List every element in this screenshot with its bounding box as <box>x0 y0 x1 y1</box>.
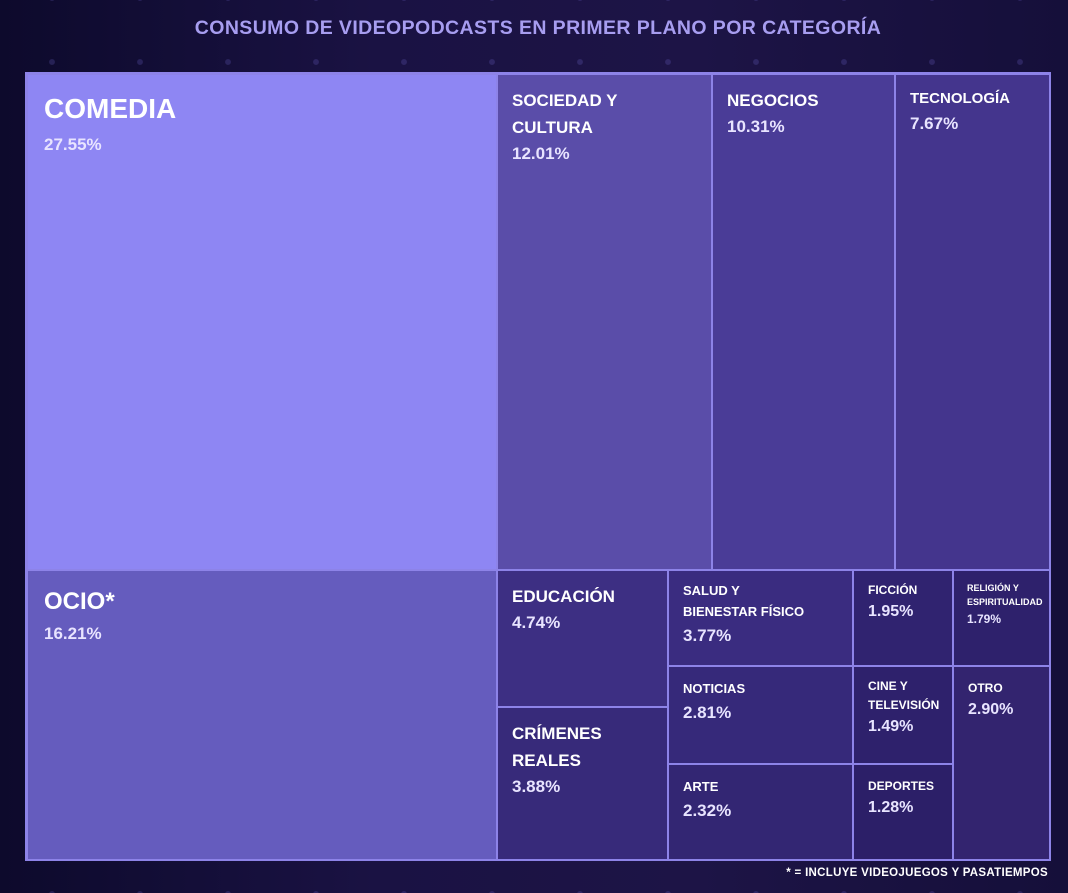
tile-value-label: 3.77% <box>683 625 732 645</box>
tile-value-label: 2.90% <box>968 701 1014 719</box>
tile-value-label: 2.81% <box>683 702 732 722</box>
treemap-tile: NEGOCIOS 10.31% <box>712 74 895 570</box>
treemap-chart: COMEDIA 27.55% OCIO* 16.21% SOCIEDAD Y CULTU… <box>25 72 1051 861</box>
treemap-tile: SOCIEDAD Y CULTURA 12.01% <box>497 74 712 570</box>
tile-value-label: 7.67% <box>910 114 959 133</box>
tile-label: RELIGIÓN Y ESPIRITUALIDAD <box>967 583 1043 608</box>
tile-label: ARTE <box>683 779 719 794</box>
footnote: * = INCLUYE VIDEOJUEGOS Y PASATIEMPOS <box>786 867 1048 879</box>
treemap-tile: ARTE 2.32% <box>668 764 853 859</box>
treemap-tile: CINE Y TELEVISIÓN 1.49% <box>853 666 953 764</box>
tile-label: DEPORTES <box>868 779 935 793</box>
chart-title: CONSUMO DE VIDEOPODCASTS EN PRIMER PLANO… <box>194 17 882 39</box>
treemap-tile: OTRO 2.90% <box>953 666 1049 859</box>
tile-label: OCIO* <box>44 588 115 615</box>
tile-value-label: 27.55% <box>44 134 102 154</box>
tile-value-label: 10.31% <box>727 117 785 137</box>
treemap-tile: RELIGIÓN Y ESPIRITUALIDAD 1.79% <box>953 570 1049 666</box>
treemap-tile: FICCIÓN 1.95% <box>853 570 953 666</box>
tile-value-label: 4.74% <box>512 613 561 633</box>
treemap-tile: EDUCACIÓN 4.74% <box>497 570 668 707</box>
treemap-tile: NOTICIAS 2.81% <box>668 666 853 764</box>
treemap-tile: COMEDIA 27.55% <box>27 74 497 570</box>
treemap-tile: OCIO* 16.21% <box>27 570 497 859</box>
tile-label: COMEDIA <box>44 93 177 124</box>
tile-value-label: 1.79% <box>967 611 1002 626</box>
tile-value-label: 2.32% <box>683 800 732 820</box>
tile-label: TECNOLOGÍA <box>910 90 1010 107</box>
treemap-tile: DEPORTES 1.28% <box>853 764 953 859</box>
tile-label: CRÍMENES REALES <box>512 724 602 771</box>
tile-label: NOTICIAS <box>683 681 746 696</box>
tile-label: CINE Y TELEVISIÓN <box>868 679 940 713</box>
tile-value-label: 1.28% <box>868 799 914 817</box>
tile-value-label: 1.49% <box>868 718 914 736</box>
tile-label: NEGOCIOS <box>727 91 819 110</box>
tile-value-label: 16.21% <box>44 624 102 644</box>
tile-label: FICCIÓN <box>868 583 918 597</box>
treemap-tile: TECNOLOGÍA 7.67% <box>895 74 1049 570</box>
tile-label: EDUCACIÓN <box>512 587 615 606</box>
treemap-tile: CRÍMENES REALES 3.88% <box>497 707 668 859</box>
tile-label: SALUD Y BIENESTAR FÍSICO <box>683 583 805 619</box>
tile-value-label: 12.01% <box>512 144 570 164</box>
tile-label: SOCIEDAD Y CULTURA <box>512 91 618 138</box>
tile-label: OTRO <box>968 681 1003 695</box>
tile-value-label: 1.95% <box>868 603 914 621</box>
tile-value-label: 3.88% <box>512 777 561 797</box>
treemap-tile: SALUD Y BIENESTAR FÍSICO 3.77% <box>668 570 853 666</box>
